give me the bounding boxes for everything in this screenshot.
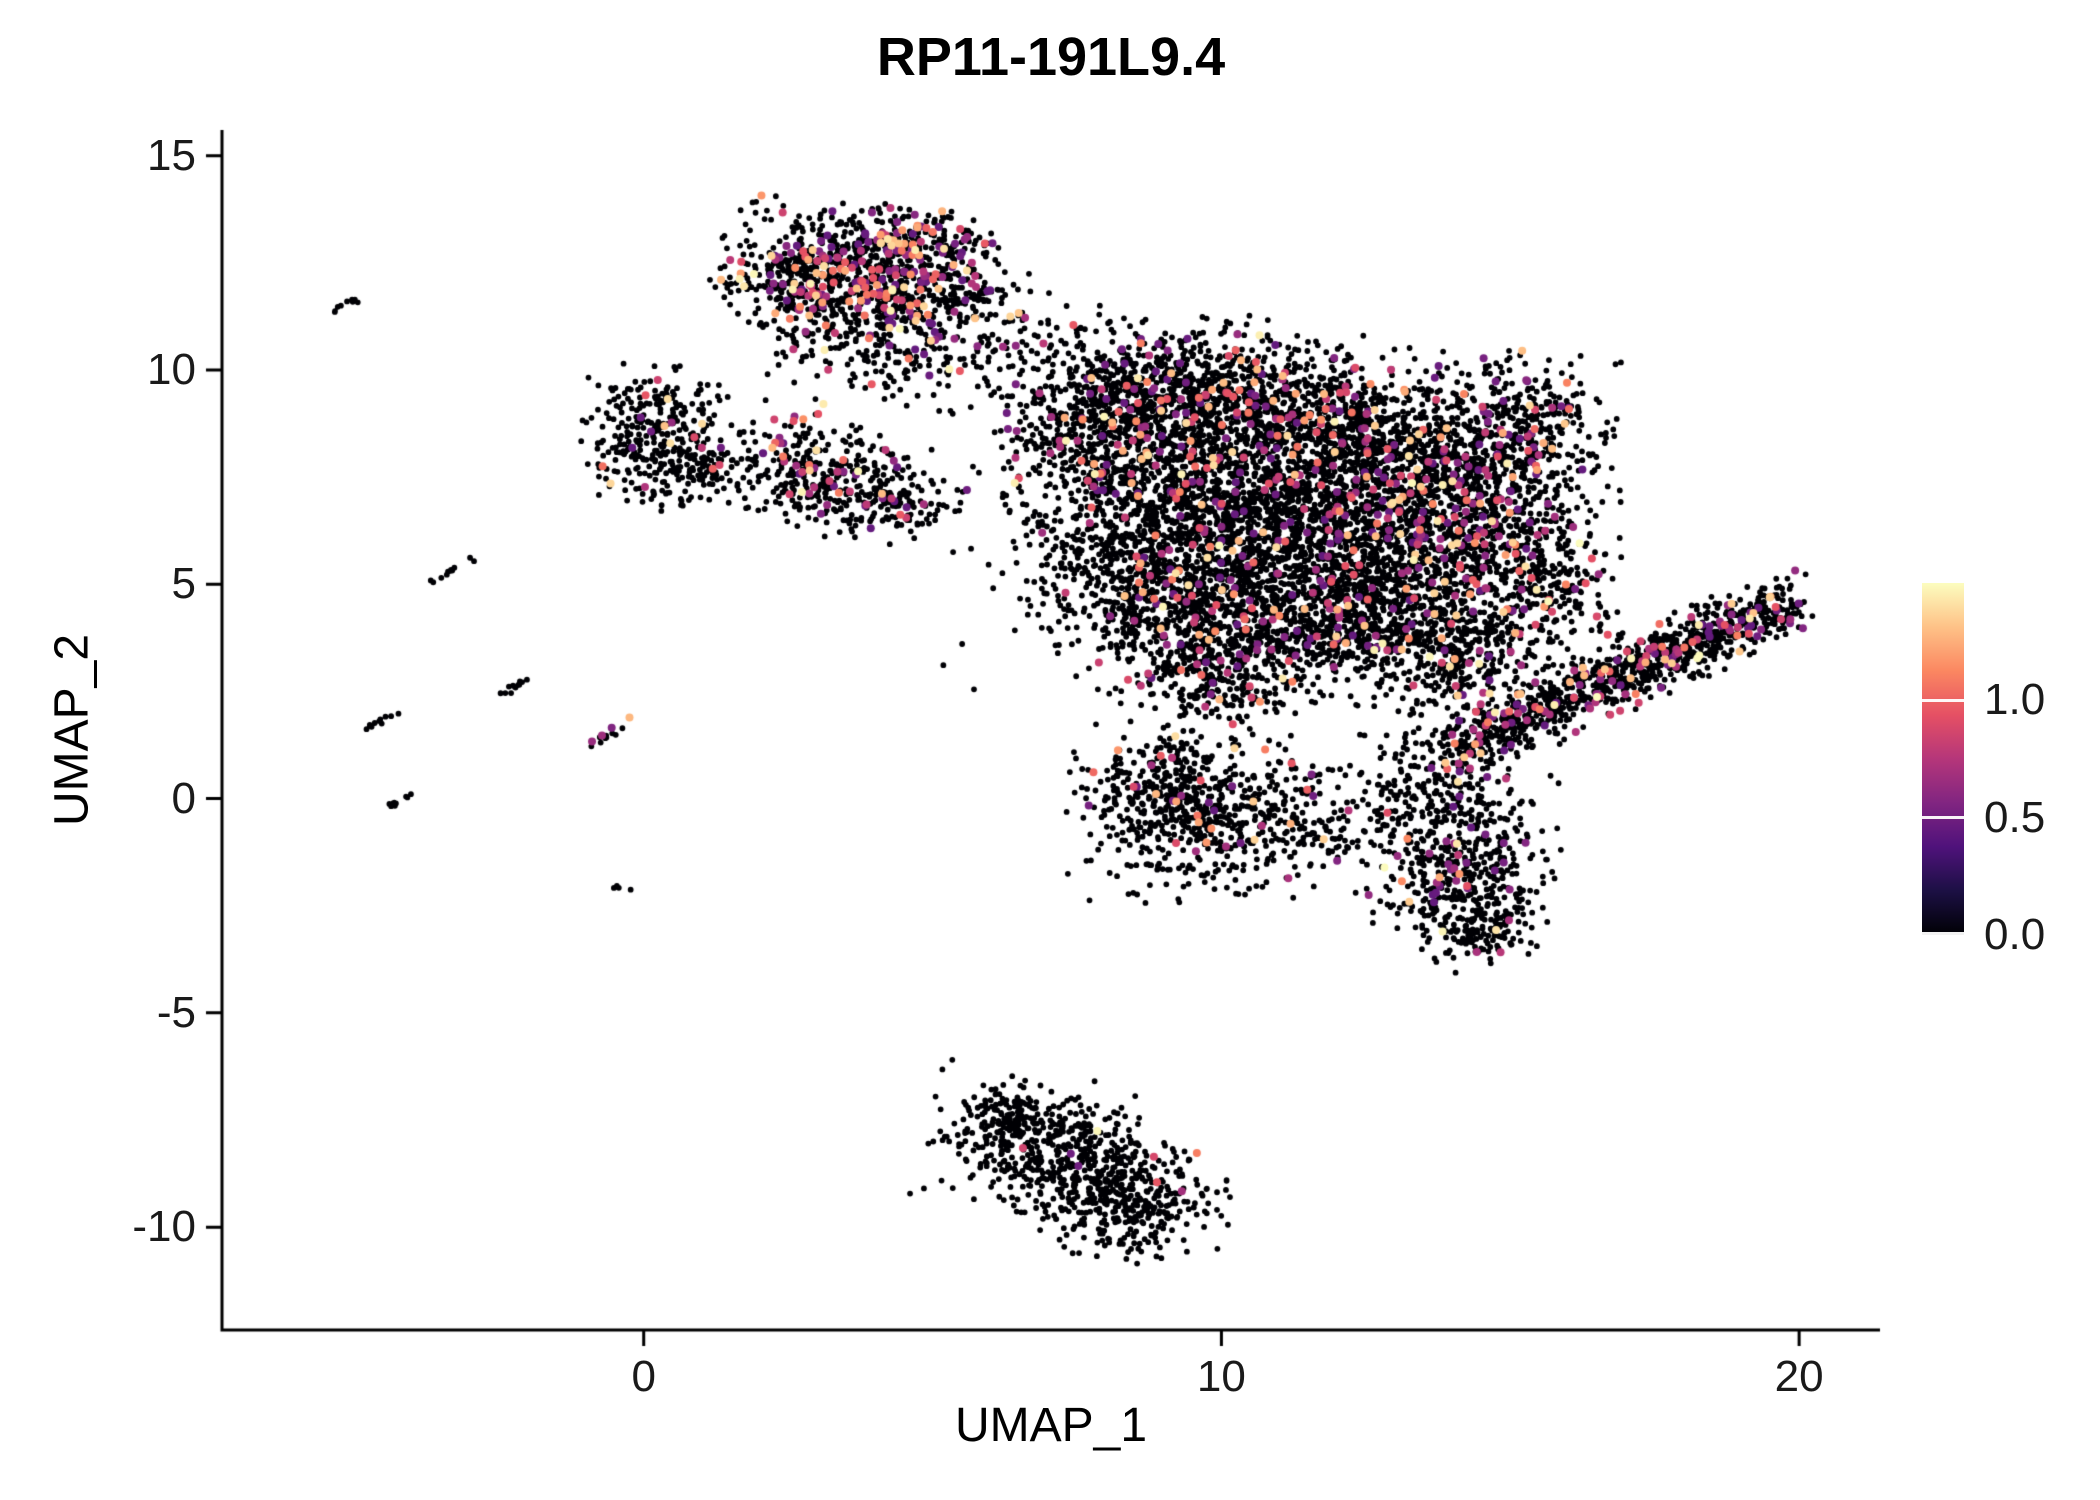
colorbar-tick-label: 0.5 bbox=[1984, 792, 2046, 842]
colorbar-tick-label: 1.0 bbox=[1984, 675, 2046, 725]
y-tick-label: 15 bbox=[147, 130, 196, 180]
colorbar-tick-mark bbox=[1922, 816, 1964, 820]
colorbar-tick-label: 0.0 bbox=[1984, 910, 2046, 959]
colorbar-gradient bbox=[1922, 583, 1964, 935]
y-tick-label: 0 bbox=[171, 773, 196, 823]
x-tick-label: 0 bbox=[631, 1352, 656, 1401]
y-tick-label: -5 bbox=[156, 987, 196, 1037]
x-axis-label: UMAP_1 bbox=[954, 1399, 1148, 1452]
y-tick-label: 10 bbox=[147, 345, 196, 394]
y-tick-label: 5 bbox=[171, 559, 196, 609]
x-tick-label: 10 bbox=[1196, 1352, 1246, 1401]
colorbar-tick-mark bbox=[1922, 932, 1964, 935]
page-title: RP11-191L9.4 bbox=[876, 27, 1226, 87]
colorbar-tick-mark bbox=[1922, 698, 1964, 702]
y-tick-label: -10 bbox=[132, 1202, 196, 1252]
x-tick-label: 20 bbox=[1774, 1352, 1824, 1401]
expression-colorbar-legend: 1.0 0.5 0.0 bbox=[1922, 583, 2100, 959]
